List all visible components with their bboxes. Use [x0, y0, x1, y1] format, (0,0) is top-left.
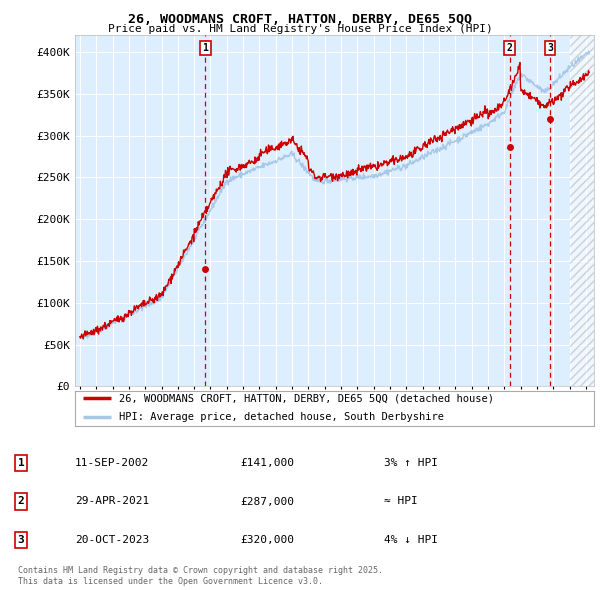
Text: 1: 1 [17, 458, 25, 468]
Text: 3: 3 [547, 43, 553, 53]
Text: Price paid vs. HM Land Registry's House Price Index (HPI): Price paid vs. HM Land Registry's House … [107, 24, 493, 34]
Text: HPI: Average price, detached house, South Derbyshire: HPI: Average price, detached house, Sout… [119, 412, 444, 422]
Text: 1: 1 [202, 43, 208, 53]
Text: £320,000: £320,000 [240, 535, 294, 545]
Text: £287,000: £287,000 [240, 497, 294, 506]
Text: ≈ HPI: ≈ HPI [384, 497, 418, 506]
Text: Contains HM Land Registry data © Crown copyright and database right 2025.
This d: Contains HM Land Registry data © Crown c… [18, 566, 383, 586]
Text: 2: 2 [506, 43, 512, 53]
Text: 2: 2 [17, 497, 25, 506]
Text: 11-SEP-2002: 11-SEP-2002 [75, 458, 149, 468]
Text: 3: 3 [17, 535, 25, 545]
Text: 26, WOODMANS CROFT, HATTON, DERBY, DE65 5QQ (detached house): 26, WOODMANS CROFT, HATTON, DERBY, DE65 … [119, 394, 494, 404]
Text: 26, WOODMANS CROFT, HATTON, DERBY, DE65 5QQ: 26, WOODMANS CROFT, HATTON, DERBY, DE65 … [128, 13, 472, 26]
Text: 4% ↓ HPI: 4% ↓ HPI [384, 535, 438, 545]
Bar [569, 35, 600, 386]
Text: 29-APR-2021: 29-APR-2021 [75, 497, 149, 506]
Text: 3% ↑ HPI: 3% ↑ HPI [384, 458, 438, 468]
Text: 20-OCT-2023: 20-OCT-2023 [75, 535, 149, 545]
Text: £141,000: £141,000 [240, 458, 294, 468]
